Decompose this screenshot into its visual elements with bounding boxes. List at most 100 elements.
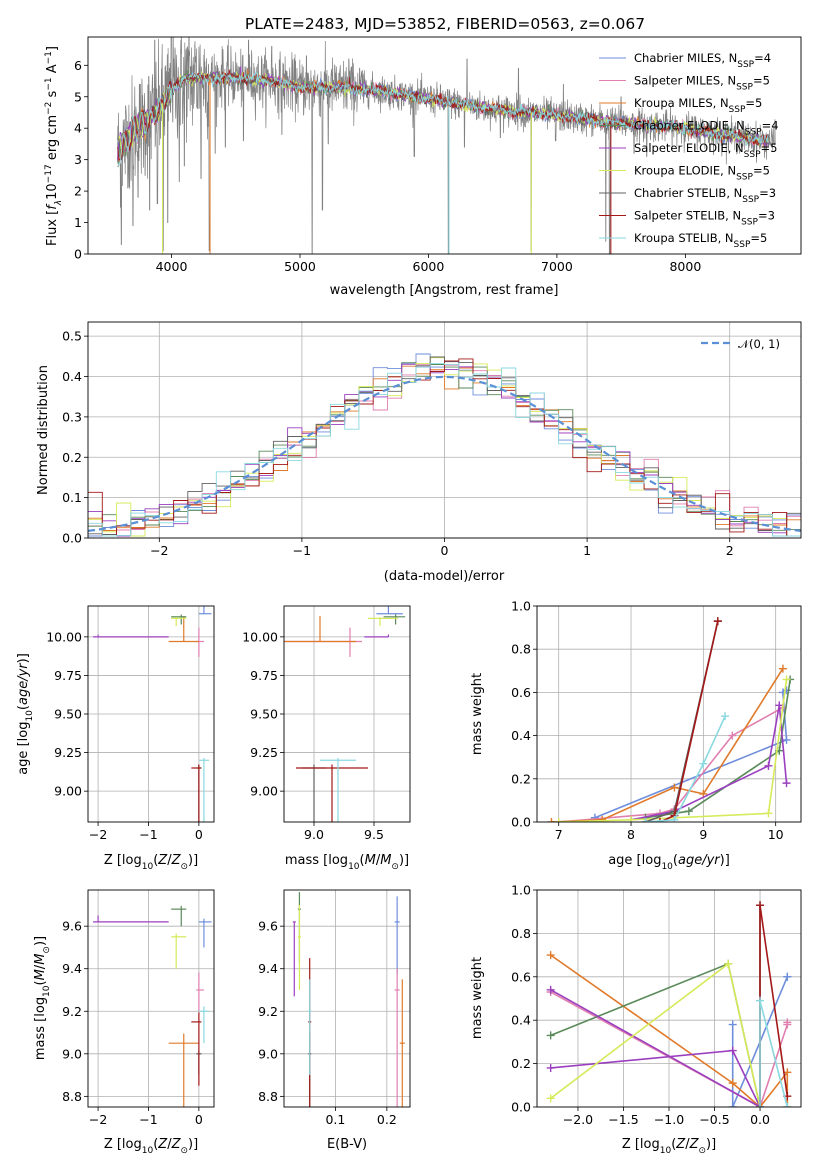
data-point-marker <box>554 818 563 822</box>
y-tick-label: 0.2 <box>511 771 531 786</box>
x-tick-label: 8000 <box>669 259 701 274</box>
y-tick-label: 0.6 <box>511 685 531 700</box>
data-point-marker <box>684 807 693 816</box>
x-axis-label: Z [log10(Z/Z⊙)] <box>622 1137 716 1156</box>
legend-label: Salpeter ELODIE, NSSP=5 <box>634 141 777 160</box>
x-tick-label: 5000 <box>284 259 316 274</box>
x-tick-label: 0 <box>195 827 203 842</box>
label-part: )] <box>16 653 31 663</box>
data-point-marker <box>782 675 791 684</box>
data-point-marker <box>728 1103 737 1107</box>
label-part: SSP <box>742 195 759 205</box>
x-tick-label: 9 <box>699 827 707 842</box>
label-part: ( <box>33 980 48 985</box>
y-tick-label: 10.00 <box>242 629 278 644</box>
y-tick-label: 0 <box>74 247 82 262</box>
data-point-marker <box>728 1079 737 1088</box>
label-part: 10 <box>348 862 360 872</box>
label-part: / <box>33 964 48 969</box>
label-part: ⊙ <box>42 946 52 954</box>
label-part: mass [log <box>33 997 48 1060</box>
label-part: Flux [ <box>45 210 60 246</box>
weight-line-salpeter-elodie <box>550 989 761 1107</box>
axes-frame <box>87 889 215 1108</box>
x-tick-label: 7 <box>555 827 563 842</box>
data-point-marker <box>641 818 650 822</box>
y-tick-label: 9.50 <box>250 707 278 722</box>
plot-contents <box>117 37 776 254</box>
data-point-marker <box>546 1031 555 1040</box>
label-part: SSP <box>745 128 762 138</box>
data-point-marker <box>728 731 737 740</box>
y-tick-label: 9.4 <box>62 961 82 976</box>
y-tick-label: 9.75 <box>54 668 82 683</box>
x-tick-label: −1.5 <box>608 1112 638 1127</box>
x-axis-label: E(B-V) <box>327 1137 367 1152</box>
plot-contents <box>284 606 406 822</box>
x-tick-label: −1 <box>139 1112 157 1127</box>
y-tick-label: 9.00 <box>54 784 82 799</box>
data-point-marker <box>756 1103 765 1107</box>
label-part: s <box>45 90 60 101</box>
panel-spectrum: 4000 5000 6000 7000 8000 0 1 2 3 4 5 6 Chabrier MILE… <box>44 36 802 298</box>
label-part: Z <box>157 853 168 868</box>
y-tick-label: 0.3 <box>62 409 82 424</box>
x-tick-label: −2.0 <box>563 1112 593 1127</box>
normal-distribution-curve <box>88 375 801 532</box>
label-part: =3 <box>759 186 776 200</box>
x-axis-label: (data-model)/error <box>384 569 505 584</box>
label-part: Z <box>171 1137 182 1152</box>
label-part: Chabrier STELIB, N <box>634 186 742 200</box>
x-tick-label: 0.1 <box>325 1112 345 1127</box>
label-part: Z [log <box>622 1137 660 1152</box>
label-part: =5 <box>753 164 770 178</box>
label-part: Z <box>675 1137 686 1152</box>
label-part: 10 <box>661 862 673 872</box>
data-point-marker <box>782 735 791 744</box>
data-point-marker <box>783 972 792 981</box>
axes-frame <box>283 889 411 1108</box>
label-part: SSP <box>736 173 753 183</box>
label-part: =4 <box>762 119 779 133</box>
label-part: ( <box>671 1137 676 1152</box>
weight-line-kroupa-miles <box>550 954 789 1107</box>
y-axis-label: mass weight <box>470 957 485 1039</box>
label-part: M <box>380 853 391 868</box>
axes-frame <box>87 36 802 255</box>
x-tick-label: 8 <box>627 827 635 842</box>
y-tick-label: 10.00 <box>46 629 82 644</box>
label-part: 10 <box>660 1146 672 1156</box>
label-part: M <box>33 969 48 980</box>
plot-contents <box>93 905 212 1107</box>
plot-area <box>537 606 801 822</box>
plot-area <box>284 890 410 1107</box>
axes-frame <box>87 321 802 539</box>
legend-label: Chabrier MILES, NSSP=4 <box>634 51 771 70</box>
weight-line-kroupa-elodie <box>558 679 788 822</box>
data-point-marker <box>756 901 765 910</box>
label-part: ⊙ <box>180 862 188 872</box>
x-tick-label: −0.5 <box>699 1112 729 1127</box>
data-point-marker <box>756 996 765 1005</box>
histogram-chabrier-stelib <box>88 356 801 537</box>
y-tick-label: 0.0 <box>511 815 531 830</box>
x-tick-label: 4000 <box>156 259 188 274</box>
label-part: M <box>33 954 48 965</box>
label-part: =5 <box>753 74 770 88</box>
label-part: −1 <box>44 77 54 90</box>
y-tick-label: 6 <box>74 58 82 73</box>
data-point-marker <box>546 1063 555 1072</box>
model-spectrum-salpeter-stelib <box>117 69 770 161</box>
label-part: −2 <box>44 102 54 115</box>
x-tick-label: 0.0 <box>750 1112 770 1127</box>
label-part: Z <box>157 1137 168 1152</box>
y-axis-label: Normed distribution <box>36 365 51 495</box>
y-tick-label: 2 <box>74 184 82 199</box>
y-tick-label: 9.50 <box>54 707 82 722</box>
legend-label: 𝒩(0, 1) <box>738 337 780 351</box>
label-part: ] <box>45 46 60 51</box>
label-part: 10 <box>142 1146 154 1156</box>
label-part: Kroupa MILES, N <box>634 96 729 110</box>
label-part: λ <box>54 200 64 206</box>
y-axis-label: Flux [fλ10−17 erg cm−2 s−1 A−1] <box>44 46 64 246</box>
